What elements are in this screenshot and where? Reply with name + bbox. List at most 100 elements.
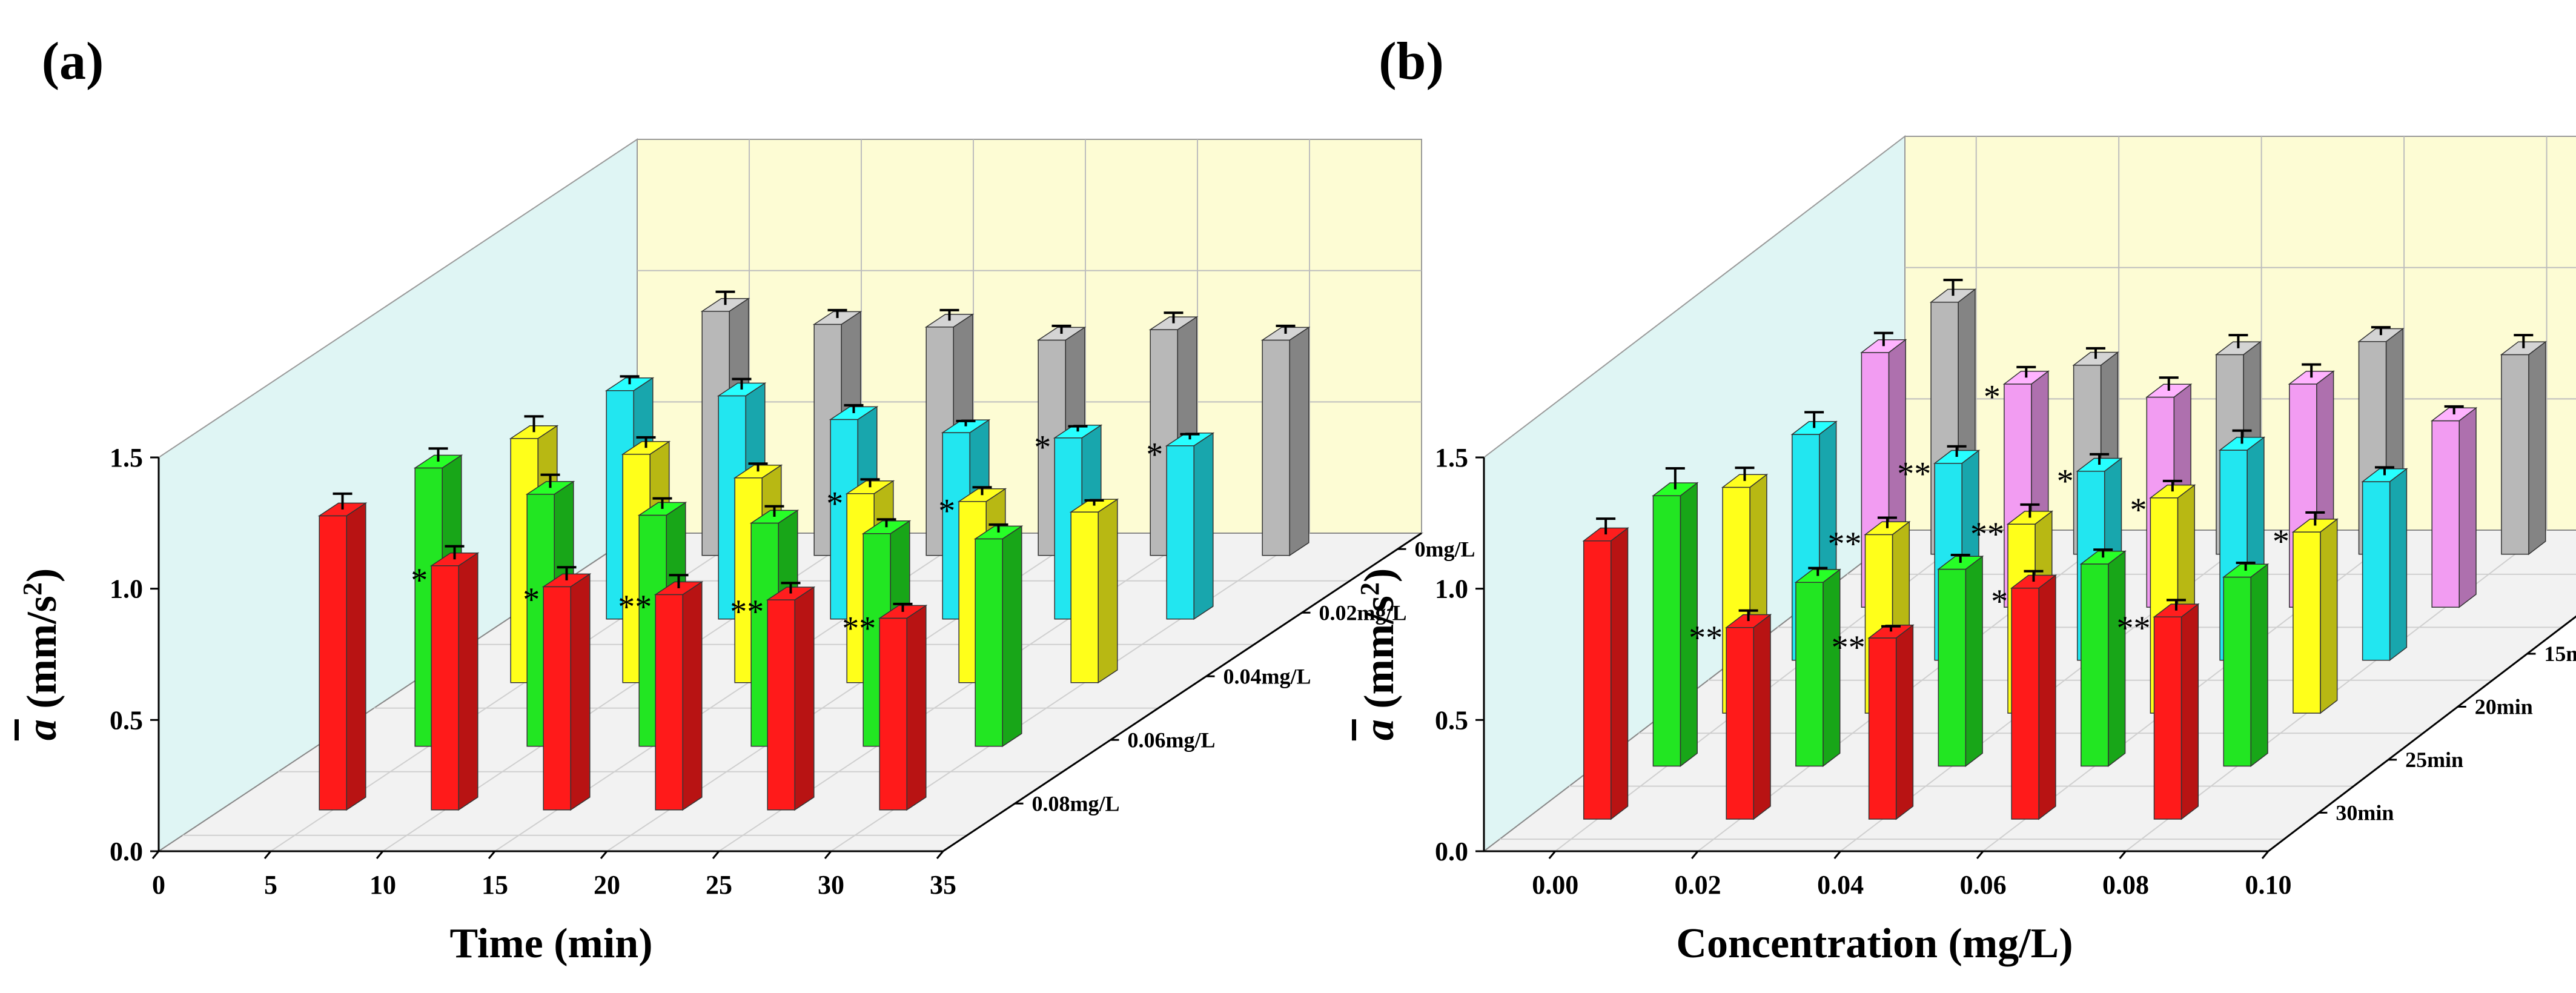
bar-5min-4 (2500, 334, 2547, 556)
x-tick-label: 0.02 (1675, 870, 1721, 900)
bar-front (975, 538, 1003, 747)
bar-top (1148, 316, 1199, 330)
significance-mark: * (2130, 491, 2147, 529)
bar-side (2389, 468, 2408, 662)
bar-front (1795, 582, 1824, 767)
bar-side (1610, 526, 1629, 820)
depth-tick-label: 0.02mg/L (1319, 600, 1407, 625)
bar-top (509, 425, 559, 439)
y-tick-label: 0.5 (1435, 705, 1468, 735)
y-tick-label: 0.0 (1435, 837, 1468, 866)
bar-25min-1 (1794, 566, 1841, 768)
y-tick-label: 1.0 (1435, 574, 1468, 604)
bar-top (733, 465, 783, 479)
chart-panel-b: 0.00 0.02 0.04 0.06 0.08 0.10 0.0 0.5 1.0 1.5 30mi… (1355, 32, 2576, 967)
bar-0.08mg/L-2: * (523, 566, 592, 811)
bar-side (1193, 432, 1214, 620)
bar-front (2011, 587, 2039, 820)
bar-side (906, 605, 927, 811)
depth-tick-label: 25min (2405, 748, 2463, 772)
significance-mark: * (2273, 523, 2290, 560)
bar-front (431, 565, 459, 811)
bar-side (2108, 550, 2126, 768)
significance-mark: * (826, 485, 843, 523)
depth-tick-label: 0mg/L (1415, 537, 1475, 561)
bar-side (2038, 574, 2056, 820)
bar-top (1933, 450, 1981, 464)
y-axis-title: a (mm/s2) (18, 568, 66, 740)
bar-top (2002, 370, 2050, 385)
bar-front (1938, 568, 1967, 767)
bar-side (1753, 613, 1771, 820)
bar-top (766, 586, 816, 600)
bar-side (1002, 525, 1022, 748)
bar-top (924, 314, 975, 328)
bar-0.08mg/L-1: * (411, 545, 480, 811)
bar-top (1165, 433, 1215, 447)
significance-mark: * (1991, 583, 2008, 620)
bar-0.06mg/L-5 (973, 523, 1024, 748)
bar-front (1262, 339, 1290, 556)
bar-side (2320, 518, 2338, 714)
significance-mark: * (1146, 436, 1163, 474)
bar-25min-3 (2079, 548, 2127, 768)
depth-axis-line (942, 532, 1422, 852)
bar-side (1823, 568, 1841, 768)
significance-mark: ** (1832, 629, 1866, 666)
bar-top (1724, 614, 1772, 628)
x-tick (824, 851, 832, 859)
bar-front (543, 586, 571, 811)
panel-label: (b) (1379, 32, 1444, 91)
bar-side (2528, 340, 2546, 556)
bar-front (2081, 563, 2109, 767)
depth-axis-line (2268, 615, 2576, 852)
x-tick-label: 10 (369, 870, 396, 900)
significance-mark: ** (1897, 456, 1931, 493)
bar-top (845, 480, 895, 494)
bar-0.08mg/L-0 (317, 492, 368, 811)
x-tick-label: 20 (594, 870, 620, 900)
bar-side (570, 573, 591, 811)
bar-25min-0 (1652, 467, 1699, 768)
bar-0mg/L-5 (1260, 324, 1311, 557)
bar-top (1582, 527, 1629, 542)
bar-0.02mg/L-5: * (1146, 432, 1215, 620)
bar-front (1652, 495, 1681, 767)
bar-0.04mg/L-5 (1069, 498, 1119, 684)
bar-0.08mg/L-4: ** (730, 582, 816, 811)
bar-side (1965, 555, 1983, 768)
bar-top (2076, 457, 2123, 472)
bar-top (941, 419, 991, 433)
depth-tick-label: 0.04mg/L (1223, 664, 1311, 688)
bar-top (2079, 550, 2127, 565)
bar-front (1070, 511, 1099, 683)
x-tick-label: 5 (264, 870, 277, 900)
x-tick (2119, 851, 2127, 859)
y-tick-label: 1.5 (1435, 443, 1468, 473)
x-tick (2261, 851, 2270, 859)
significance-mark: ** (842, 610, 876, 648)
bar-top (604, 377, 655, 391)
bar-side (1289, 327, 1310, 557)
y-tick-label: 1.0 (110, 574, 143, 604)
x-tick-label: 15 (482, 870, 508, 900)
bar-top (429, 553, 480, 566)
bar-side (682, 581, 703, 811)
x-axis-title: Concentration (mg/L) (1676, 920, 2073, 967)
bar-front (1726, 626, 1754, 820)
x-tick-label: 30 (818, 870, 844, 900)
bar-front (2501, 354, 2529, 555)
significance-mark: * (411, 562, 428, 599)
y-tick-label: 0.0 (110, 837, 143, 866)
significance-mark: ** (730, 593, 764, 631)
x-tick (1833, 851, 1841, 859)
bar-front (2153, 616, 2182, 820)
significance-mark: ** (1970, 516, 2004, 553)
depth-tick-label: 20min (2475, 695, 2533, 719)
x-tick (1976, 851, 1984, 859)
significance-mark: ** (1828, 525, 1862, 563)
x-tick-label: 35 (930, 870, 956, 900)
significance-mark: ** (1689, 619, 1723, 657)
x-tick-label: 0.00 (1532, 870, 1578, 900)
